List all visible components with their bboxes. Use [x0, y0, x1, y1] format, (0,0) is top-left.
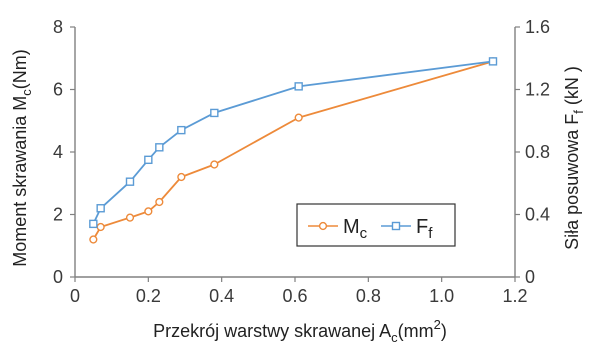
legend-label-mc: Mc	[343, 216, 368, 242]
x-tick-label: 0.8	[356, 286, 381, 306]
x-axis-label: Przekrój warstwy skrawanej Ac(mm2)	[153, 317, 447, 345]
x-tick-label: 0	[70, 286, 80, 306]
data-point-mc	[96, 222, 105, 232]
y-right-tick-label: 0	[525, 267, 535, 287]
y-left-tick-label: 0	[53, 267, 63, 287]
data-point-ff	[96, 204, 105, 213]
y-right-axis-label: Siła posuwowa Ff (kN )	[562, 66, 586, 250]
data-point-ff	[210, 108, 219, 118]
data-point-mc	[210, 160, 219, 169]
data-point-ff	[177, 125, 186, 135]
data-point-mc	[144, 207, 153, 216]
legend-swatch-marker	[391, 221, 401, 231]
data-point-ff	[144, 155, 153, 165]
data-point-mc	[89, 235, 98, 244]
y-left-axis-label: Moment skrawania Mc(Nm)	[10, 49, 34, 267]
x-tick-label: 0.6	[282, 286, 307, 306]
y-left-tick-label: 6	[53, 80, 63, 100]
y-left-tick-label: 2	[53, 205, 63, 225]
data-point-mc	[155, 197, 164, 207]
data-point-mc	[294, 113, 303, 122]
data-point-ff	[89, 219, 98, 229]
x-tick-label: 1.0	[429, 286, 454, 306]
legend: Mc Ff	[296, 203, 456, 247]
y-right-tick-label: 1.6	[525, 17, 550, 37]
data-point-ff	[125, 177, 135, 186]
legend-swatch-marker	[318, 221, 328, 231]
y-right-tick-label: 1.2	[525, 80, 550, 100]
series-line-ff	[92, 60, 494, 225]
x-tick-label: 0.4	[209, 286, 234, 306]
data-point-mc	[125, 213, 135, 222]
y-right-tick-label: 0.8	[525, 142, 550, 162]
legend-item-mc: Mc	[308, 216, 368, 242]
y-right-tick-label: 0.4	[525, 205, 550, 225]
data-point-ff	[294, 82, 303, 91]
legend-item-ff: Ff	[381, 216, 433, 242]
y-left-tick-label: 8	[53, 17, 63, 37]
data-point-mc	[177, 172, 186, 182]
x-tick-label: 1.2	[502, 286, 527, 306]
legend-label-ff: Ff	[416, 216, 433, 242]
data-point-ff	[155, 143, 164, 152]
x-tick-label: 0.2	[136, 286, 161, 306]
y-left-tick-label: 4	[53, 142, 63, 162]
data-point-ff	[488, 57, 498, 66]
series-layer	[89, 57, 498, 244]
